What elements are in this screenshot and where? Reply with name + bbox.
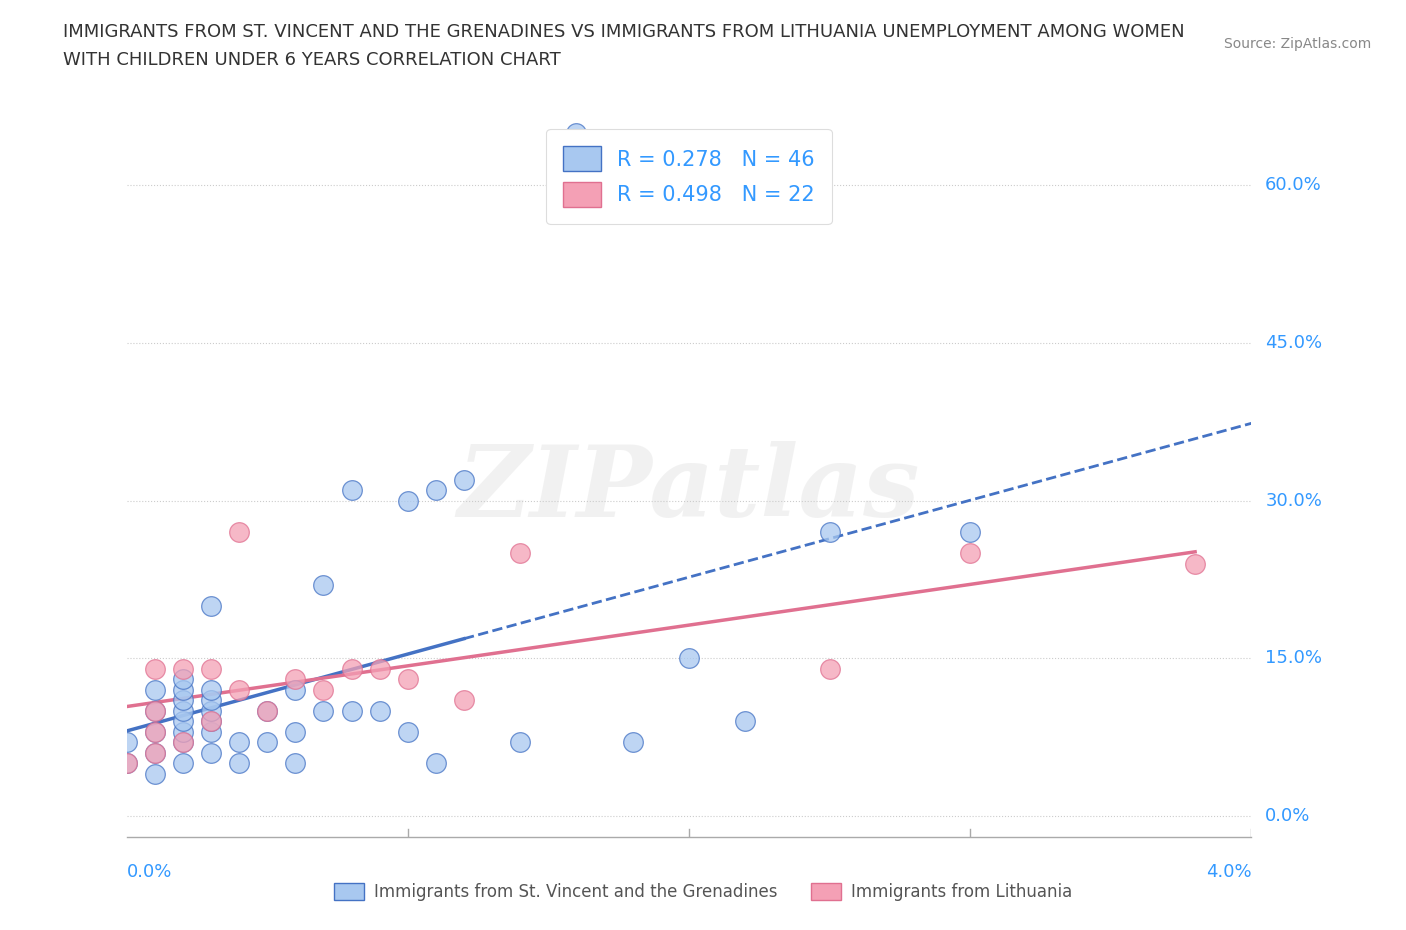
Text: Source: ZipAtlas.com: Source: ZipAtlas.com (1223, 37, 1371, 51)
Point (143, 724, 166, 739)
Point (256, 735, 278, 750)
Point (509, 546, 531, 561)
Point (143, 683, 166, 698)
Point (284, 724, 307, 739)
Point (368, 661, 391, 676)
Point (200, 703, 222, 718)
Point (143, 724, 166, 739)
Point (340, 483, 363, 498)
Text: 60.0%: 60.0% (1265, 176, 1322, 194)
Point (818, 661, 841, 676)
Point (172, 735, 194, 750)
Point (143, 703, 166, 718)
Text: ZIPatlas: ZIPatlas (458, 441, 920, 537)
Point (312, 703, 335, 718)
Text: 30.0%: 30.0% (1265, 492, 1322, 510)
Point (312, 683, 335, 698)
Text: 0.0%: 0.0% (127, 863, 172, 882)
Point (509, 735, 531, 750)
Point (396, 671, 419, 686)
Text: 4.0%: 4.0% (1206, 863, 1251, 882)
Point (200, 714, 222, 729)
Point (172, 735, 194, 750)
Point (228, 683, 250, 698)
Point (228, 735, 250, 750)
Point (284, 671, 307, 686)
Point (256, 703, 278, 718)
Point (340, 703, 363, 718)
Point (425, 483, 447, 498)
Point (340, 661, 363, 676)
Legend: Immigrants from St. Vincent and the Grenadines, Immigrants from Lithuania: Immigrants from St. Vincent and the Gren… (328, 876, 1078, 908)
Point (172, 671, 194, 686)
Point (312, 578, 335, 592)
Point (256, 703, 278, 718)
Point (172, 714, 194, 729)
Point (734, 714, 756, 729)
Point (200, 661, 222, 676)
Point (228, 756, 250, 771)
Point (200, 683, 222, 698)
Point (143, 766, 166, 781)
Point (143, 703, 166, 718)
Point (200, 714, 222, 729)
Point (200, 724, 222, 739)
Point (172, 661, 194, 676)
Legend: R = 0.278   N = 46, R = 0.498   N = 22: R = 0.278 N = 46, R = 0.498 N = 22 (547, 129, 831, 224)
Text: 15.0%: 15.0% (1265, 649, 1322, 668)
Text: IMMIGRANTS FROM ST. VINCENT AND THE GRENADINES VS IMMIGRANTS FROM LITHUANIA UNEM: IMMIGRANTS FROM ST. VINCENT AND THE GREN… (63, 23, 1185, 41)
Point (143, 746, 166, 761)
Text: WITH CHILDREN UNDER 6 YEARS CORRELATION CHART: WITH CHILDREN UNDER 6 YEARS CORRELATION … (63, 51, 561, 69)
Point (396, 724, 419, 739)
Point (115, 756, 138, 771)
Point (565, 126, 588, 140)
Point (425, 756, 447, 771)
Point (200, 598, 222, 613)
Text: 45.0%: 45.0% (1265, 334, 1323, 352)
Point (115, 756, 138, 771)
Point (143, 746, 166, 761)
Point (172, 756, 194, 771)
Point (284, 756, 307, 771)
Point (172, 683, 194, 698)
Point (1184, 556, 1206, 571)
Point (228, 525, 250, 539)
Point (678, 651, 700, 666)
Point (143, 661, 166, 676)
Point (172, 703, 194, 718)
Point (368, 703, 391, 718)
Point (200, 746, 222, 761)
Point (172, 693, 194, 708)
Point (396, 493, 419, 508)
Point (453, 472, 475, 487)
Point (621, 735, 644, 750)
Point (959, 546, 981, 561)
Point (453, 693, 475, 708)
Point (172, 724, 194, 739)
Text: 0.0%: 0.0% (1265, 807, 1310, 825)
Point (818, 525, 841, 539)
Point (959, 525, 981, 539)
Point (200, 693, 222, 708)
Point (284, 683, 307, 698)
Point (115, 735, 138, 750)
